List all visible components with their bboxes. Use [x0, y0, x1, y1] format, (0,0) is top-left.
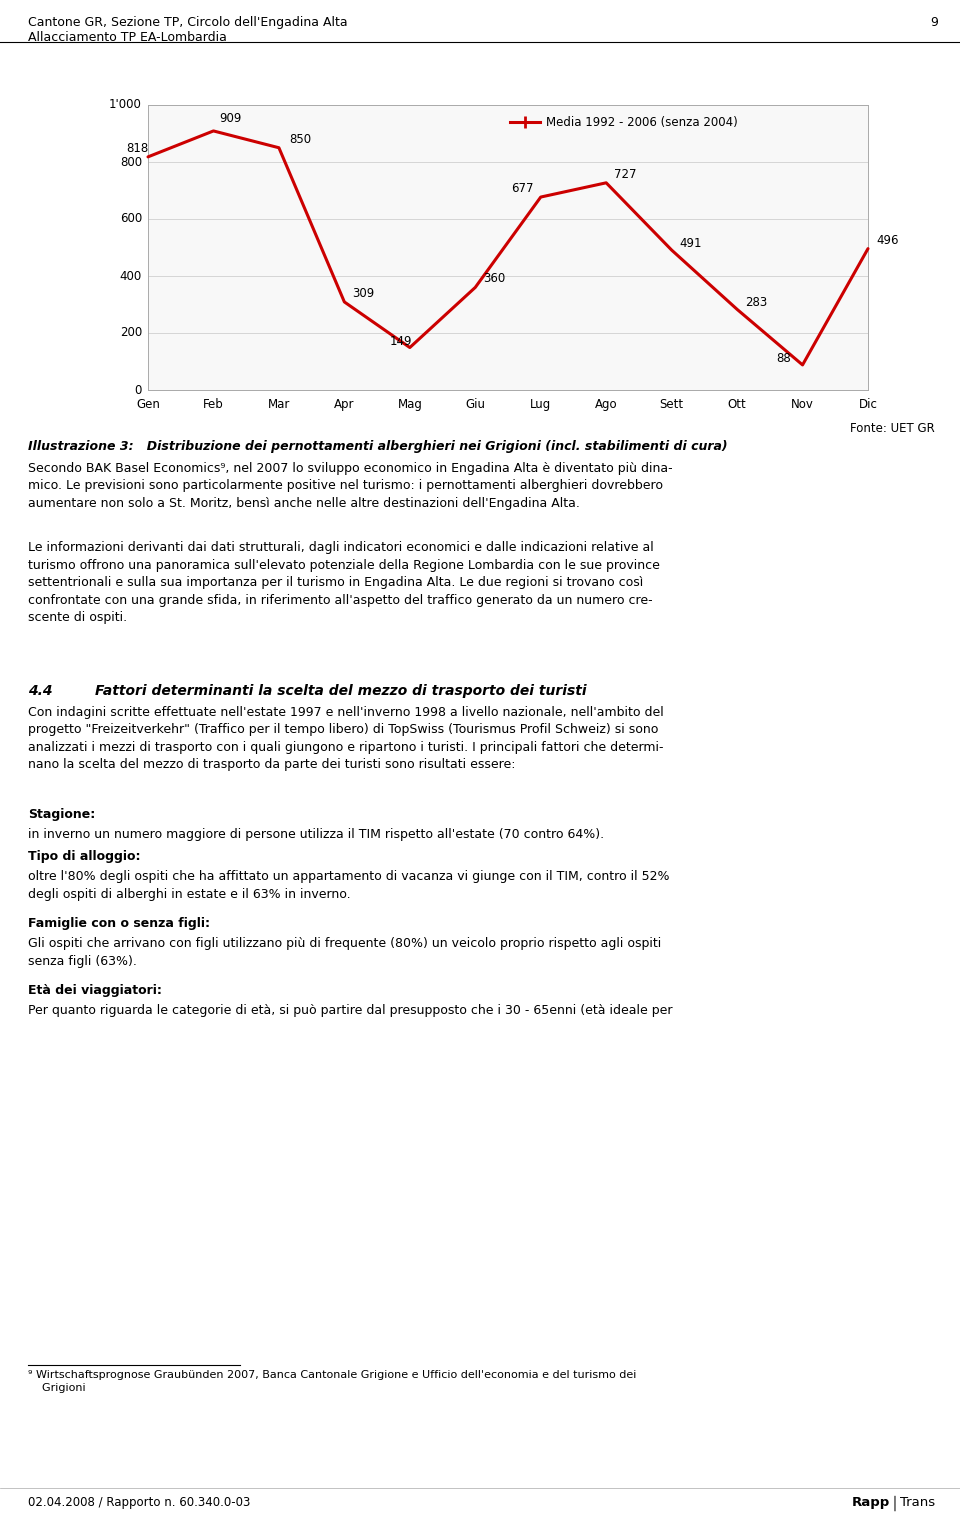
Text: Ago: Ago	[595, 397, 617, 411]
Text: 0: 0	[134, 383, 142, 396]
Text: Rapp: Rapp	[852, 1495, 890, 1509]
Text: ⁹ Wirtschaftsprognose Graubünden 2007, Banca Cantonale Grigione e Ufficio dell'e: ⁹ Wirtschaftsprognose Graubünden 2007, B…	[28, 1371, 636, 1380]
Text: │: │	[891, 1495, 899, 1511]
Text: Grigioni: Grigioni	[28, 1383, 85, 1394]
Text: Mar: Mar	[268, 397, 290, 411]
Text: 02.04.2008 / Rapporto n. 60.340.0-03: 02.04.2008 / Rapporto n. 60.340.0-03	[28, 1495, 251, 1509]
Text: Feb: Feb	[204, 397, 224, 411]
Text: Gli ospiti che arrivano con figli utilizzano più di frequente (80%) un veicolo p: Gli ospiti che arrivano con figli utiliz…	[28, 938, 661, 967]
Text: 800: 800	[120, 156, 142, 168]
Bar	[148, 105, 868, 390]
Text: Lug: Lug	[530, 397, 551, 411]
Text: Sett: Sett	[660, 397, 684, 411]
Text: 4.4: 4.4	[28, 684, 53, 698]
Text: 909: 909	[220, 112, 242, 125]
Text: Mag: Mag	[397, 397, 422, 411]
Text: Età dei viaggiatori:: Età dei viaggiatori:	[28, 984, 162, 998]
Text: Giu: Giu	[466, 397, 485, 411]
Text: Fattori determinanti la scelta del mezzo di trasporto dei turisti: Fattori determinanti la scelta del mezzo…	[95, 684, 587, 698]
Text: Famiglie con o senza figli:: Famiglie con o senza figli:	[28, 918, 210, 930]
Text: 200: 200	[120, 326, 142, 339]
Text: 149: 149	[390, 334, 412, 348]
Text: 850: 850	[289, 132, 311, 146]
Text: 491: 491	[680, 237, 702, 249]
Text: Ott: Ott	[728, 397, 747, 411]
Text: 309: 309	[352, 286, 374, 300]
Text: Secondo BAK Basel Economics⁹, nel 2007 lo sviluppo economico in Engadina Alta è : Secondo BAK Basel Economics⁹, nel 2007 l…	[28, 462, 673, 510]
Text: oltre l'80% degli ospiti che ha affittato un appartamento di vacanza vi giunge c: oltre l'80% degli ospiti che ha affittat…	[28, 870, 669, 901]
Text: Stagione:: Stagione:	[28, 807, 95, 821]
Text: 600: 600	[120, 213, 142, 225]
Text: Tipo di alloggio:: Tipo di alloggio:	[28, 850, 140, 862]
Text: Trans: Trans	[900, 1495, 935, 1509]
Text: Nov: Nov	[791, 397, 814, 411]
Text: Con indagini scritte effettuate nell'estate 1997 e nell'inverno 1998 a livello n: Con indagini scritte effettuate nell'est…	[28, 705, 663, 772]
Text: 496: 496	[876, 234, 899, 246]
Text: Fonte: UET GR: Fonte: UET GR	[851, 422, 935, 434]
Text: Illustrazione 3:   Distribuzione dei pernottamenti alberghieri nei Grigioni (inc: Illustrazione 3: Distribuzione dei perno…	[28, 440, 728, 453]
Text: Apr: Apr	[334, 397, 354, 411]
Text: Gen: Gen	[136, 397, 160, 411]
Text: in inverno un numero maggiore di persone utilizza il TIM rispetto all'estate (70: in inverno un numero maggiore di persone…	[28, 829, 604, 841]
Text: 727: 727	[614, 168, 636, 180]
Text: Dic: Dic	[858, 397, 877, 411]
Text: Cantone GR, Sezione TP, Circolo dell'Engadina Alta: Cantone GR, Sezione TP, Circolo dell'Eng…	[28, 15, 348, 29]
Text: 9: 9	[930, 15, 938, 29]
Text: 818: 818	[126, 142, 148, 156]
Text: 400: 400	[120, 270, 142, 282]
Text: 1'000: 1'000	[109, 99, 142, 111]
Text: Media 1992 - 2006 (senza 2004): Media 1992 - 2006 (senza 2004)	[546, 116, 737, 129]
Text: 283: 283	[745, 296, 767, 310]
Text: Per quanto riguarda le categorie di età, si può partire dal presupposto che i 30: Per quanto riguarda le categorie di età,…	[28, 1004, 673, 1018]
Text: 360: 360	[483, 273, 506, 285]
Text: 88: 88	[777, 353, 791, 365]
Text: 677: 677	[511, 182, 533, 196]
Text: Le informazioni derivanti dai dati strutturali, dagli indicatori economici e dal: Le informazioni derivanti dai dati strut…	[28, 542, 660, 624]
Text: Allacciamento TP EA-Lombardia: Allacciamento TP EA-Lombardia	[28, 31, 227, 45]
